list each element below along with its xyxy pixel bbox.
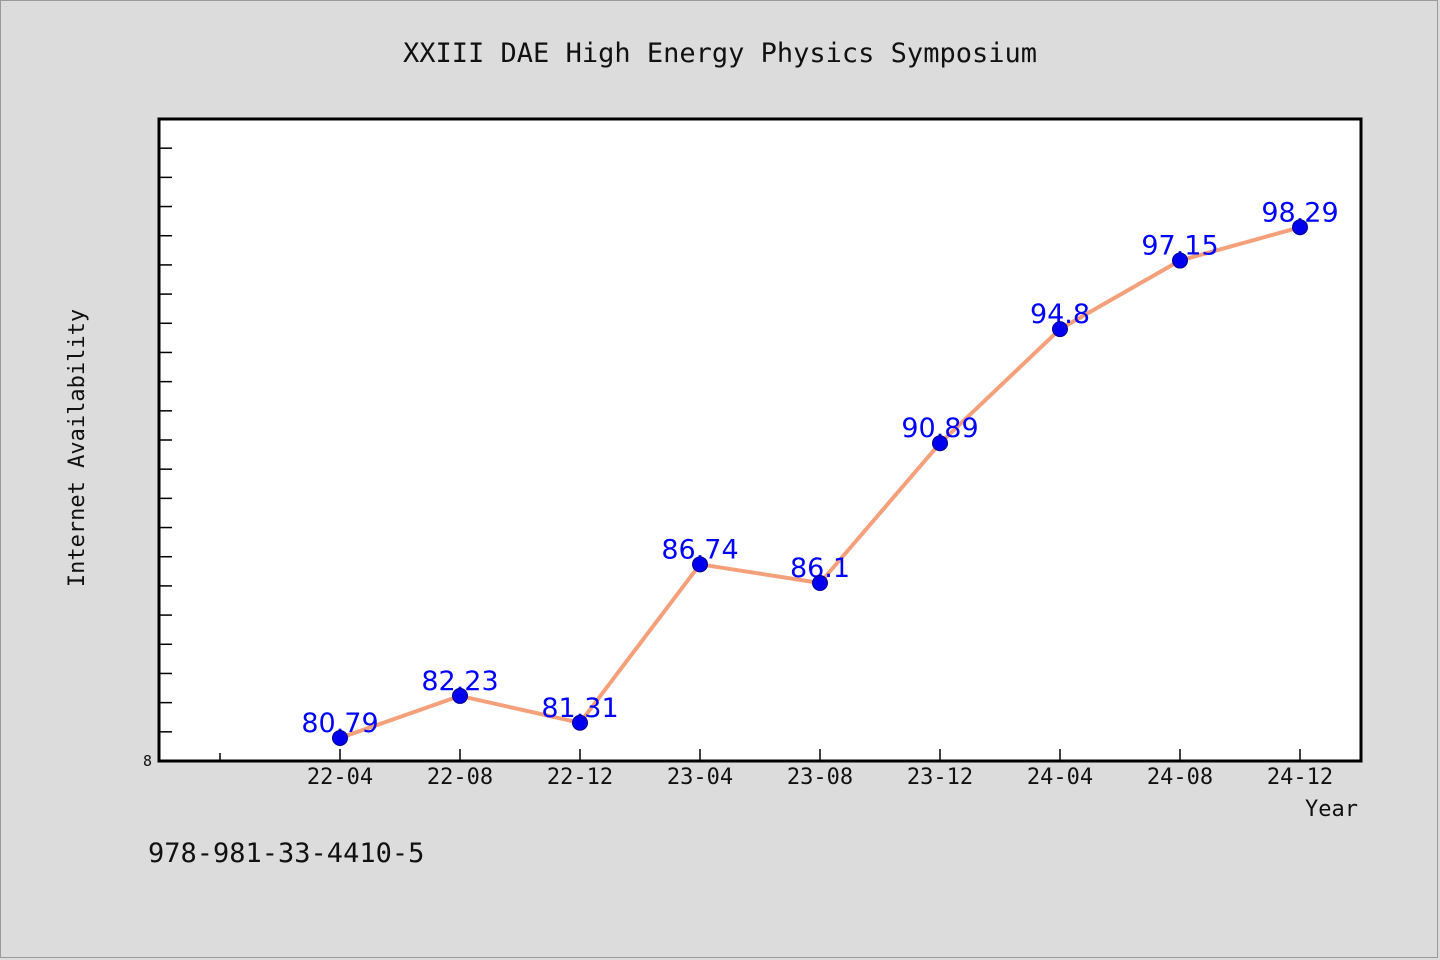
data-point <box>452 687 468 704</box>
data-point <box>812 574 828 591</box>
x-tick-label: 24-12 <box>1267 765 1333 790</box>
data-point <box>1292 219 1308 236</box>
y-axis-ticks <box>159 147 172 733</box>
isbn-text: 978-981-33-4410-5 <box>148 838 424 869</box>
x-tick-label: 23-04 <box>667 765 733 790</box>
data-point <box>932 435 948 452</box>
x-tick-label: 22-04 <box>307 765 373 790</box>
x-tick-label: 23-08 <box>787 765 853 790</box>
x-tick-label: 22-08 <box>427 765 493 790</box>
plot-area <box>157 117 1363 763</box>
data-point <box>1052 321 1068 338</box>
x-tick-label: 24-08 <box>1147 765 1213 790</box>
x-tick-label: 24-04 <box>1027 765 1093 790</box>
y-axis-label: Internet Availability <box>65 309 90 587</box>
x-axis-label: Year <box>1305 797 1358 822</box>
x-axis-tick-labels: 22-04 22-08 22-12 23-04 23-08 23-12 24-04 24-08… <box>307 765 1333 790</box>
data-point <box>692 556 708 573</box>
y-tick-label: 8 <box>143 752 152 770</box>
data-point <box>1172 252 1188 269</box>
x-axis-ticks <box>219 749 1301 761</box>
data-point <box>332 729 348 746</box>
x-tick-label: 23-12 <box>907 765 973 790</box>
data-point <box>572 714 588 731</box>
chart-title: XXIII DAE High Energy Physics Symposium <box>403 38 1037 69</box>
x-tick-label: 22-12 <box>547 765 613 790</box>
series-group: 80.7982.2381.3186.7486.190.8994.897.1598… <box>301 197 1339 746</box>
